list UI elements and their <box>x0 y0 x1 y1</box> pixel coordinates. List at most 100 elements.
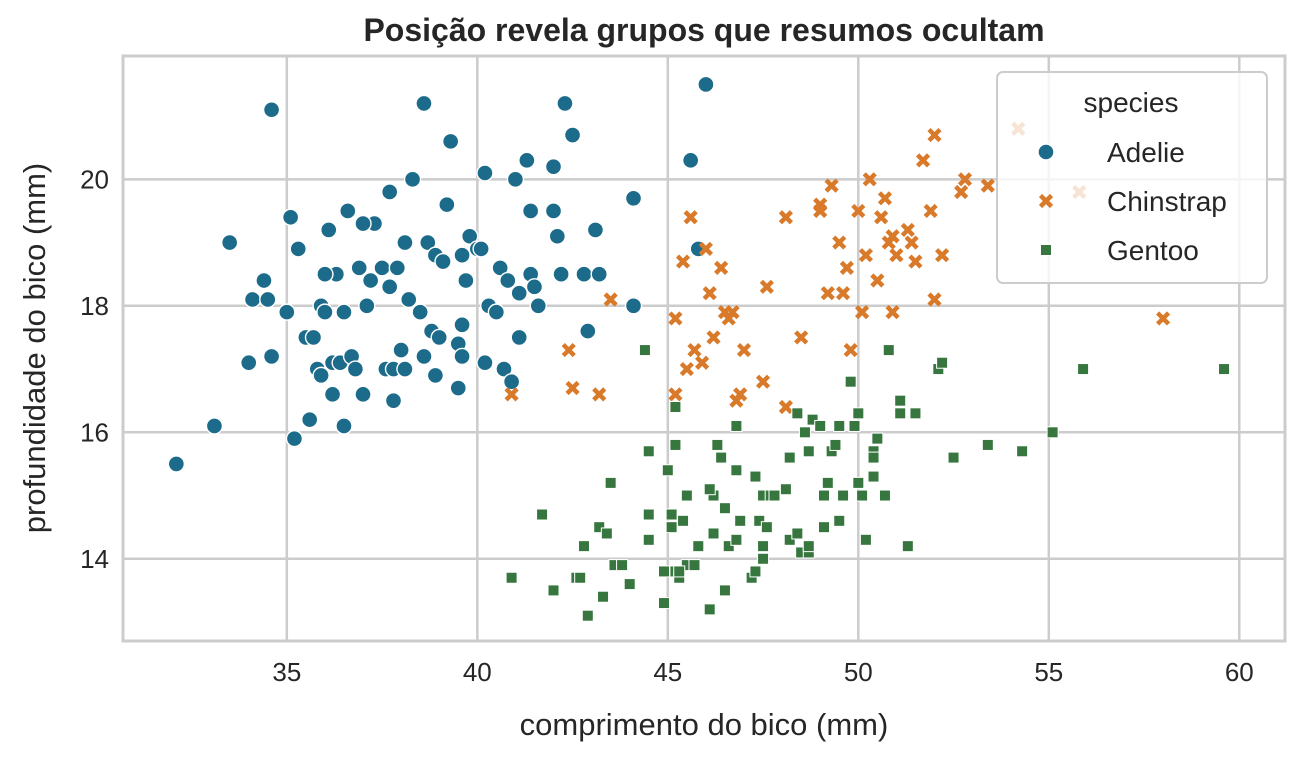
gentoo-point <box>734 514 747 527</box>
gentoo-point <box>600 527 613 540</box>
adelie-point <box>167 455 186 473</box>
chinstrap-point <box>733 387 748 402</box>
adelie-point <box>510 328 528 347</box>
adelie-point <box>544 157 563 176</box>
gentoo-point <box>867 470 880 483</box>
legend-item-gentoo: Gentoo <box>1040 235 1199 266</box>
gentoo-point <box>673 565 686 578</box>
chinstrap-point <box>843 342 858 358</box>
chinstrap-point <box>915 153 931 168</box>
chinstrap-point <box>1155 311 1171 326</box>
adelie-point <box>339 202 357 220</box>
adelie-point <box>438 195 456 214</box>
adelie-point <box>323 385 342 404</box>
adelie-point <box>575 265 593 283</box>
adelie-point <box>518 151 536 170</box>
chinstrap-point <box>877 191 893 206</box>
chinstrap-point <box>954 184 969 200</box>
gentoo-point <box>894 407 907 420</box>
adelie-point <box>300 410 319 429</box>
gentoo-point <box>692 540 705 553</box>
adelie-point <box>316 303 334 321</box>
gentoo-point <box>783 533 796 546</box>
gentoo-point <box>581 609 594 622</box>
gentoo-point <box>757 552 770 565</box>
gentoo-point <box>730 533 743 546</box>
adelie-point <box>316 265 334 283</box>
adelie-point <box>312 366 330 385</box>
adelie-point <box>556 94 574 113</box>
chinstrap-point <box>504 387 519 402</box>
adelie-point <box>415 347 433 366</box>
x-tick-label: 45 <box>653 657 682 687</box>
gentoo-point <box>749 565 762 578</box>
adelie-point <box>487 303 506 321</box>
gentoo-point <box>665 508 678 521</box>
adelie-point <box>380 183 399 201</box>
chinstrap-point <box>900 222 915 238</box>
legend-label: Gentoo <box>1107 235 1199 266</box>
legend-item-chinstrap: Chinstrap <box>1038 186 1227 217</box>
adelie-point <box>499 271 517 290</box>
adelie-point <box>449 379 467 397</box>
series-adelie <box>167 75 715 473</box>
chinstrap-point <box>675 254 691 269</box>
gentoo-point <box>657 597 670 610</box>
gentoo-point <box>829 438 842 451</box>
adelie-point <box>285 429 304 448</box>
adelie-point <box>411 303 429 321</box>
adelie-point <box>460 227 479 245</box>
adelie-point <box>262 347 281 366</box>
adelie-point <box>403 170 422 189</box>
x-tick-label: 55 <box>1034 657 1063 687</box>
legend-box <box>996 71 1268 284</box>
chinstrap-point <box>702 286 717 301</box>
gentoo-point <box>859 533 872 546</box>
chinstrap-point <box>736 342 752 358</box>
gentoo-point <box>505 571 518 584</box>
chinstrap-point <box>832 235 847 250</box>
adelie-point <box>495 360 513 378</box>
adelie-point <box>453 316 471 334</box>
chinstrap-point <box>794 330 809 345</box>
chinstrap-point <box>889 248 904 263</box>
gentoo-point <box>867 451 880 464</box>
chart-title: Posição revela grupos que resumos oculta… <box>363 12 1044 48</box>
adelie-point <box>400 290 418 309</box>
adelie-point <box>281 208 300 226</box>
adelie-point <box>563 126 582 144</box>
adelie-point <box>358 297 376 315</box>
plot-frame <box>121 54 1287 643</box>
chinstrap-point <box>687 342 702 358</box>
gentoo-point <box>665 521 678 534</box>
gentoo-point <box>878 489 891 502</box>
adelie-point <box>453 347 471 366</box>
adelie-point <box>476 164 494 182</box>
gentoo-point <box>623 578 636 591</box>
adelie-point <box>697 75 715 94</box>
adelie-point <box>426 366 445 385</box>
chinstrap-point <box>851 203 866 219</box>
gentoo-point <box>638 344 651 357</box>
gentoo-point <box>604 476 617 489</box>
chinstrap-point <box>870 273 885 288</box>
chinstrap-point <box>668 387 683 402</box>
gentoo-point <box>798 426 811 439</box>
y-tick-label: 16 <box>80 417 109 447</box>
chinstrap-point <box>820 286 835 301</box>
gentoo-point <box>852 476 865 489</box>
gentoo-point <box>791 527 804 540</box>
adelie-point <box>590 265 608 283</box>
gentoo-point <box>536 508 549 521</box>
gentoo-point <box>577 540 590 553</box>
adelie-point <box>304 328 323 347</box>
chinstrap-point <box>885 305 900 320</box>
adelie-point <box>510 284 528 302</box>
gentoo-point <box>711 438 724 451</box>
adelie-point <box>243 290 262 309</box>
adelie-point <box>579 322 597 340</box>
gentoo-point <box>837 489 850 502</box>
gentoo-point <box>760 521 773 534</box>
y-axis-label: profundidade do bico (mm) <box>17 163 52 533</box>
adelie-point <box>320 221 338 239</box>
